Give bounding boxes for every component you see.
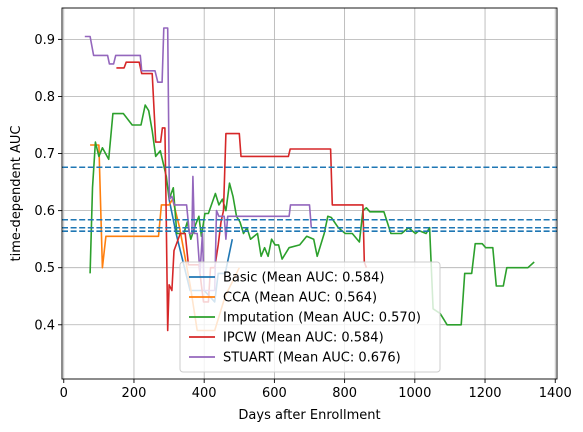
y-axis-label: time-dependent AUC bbox=[9, 125, 24, 261]
y-tick-label: 0.8 bbox=[34, 90, 55, 105]
y-axis-ticks: 0.4 0.5 0.6 0.7 0.8 0.9 bbox=[34, 33, 62, 333]
mean-auc-reference-lines bbox=[62, 166, 557, 232]
x-axis-ticks: 0 200 400 600 800 1000 1200 1400 bbox=[60, 379, 572, 401]
y-tick-label: 0.6 bbox=[34, 204, 55, 219]
x-tick-label: 200 bbox=[122, 386, 147, 401]
legend-entry: IPCW (Mean AUC: 0.584) bbox=[223, 331, 384, 346]
legend-box bbox=[179, 261, 441, 373]
y-tick-label: 0.4 bbox=[34, 318, 55, 333]
x-tick-label: 1400 bbox=[539, 386, 572, 401]
legend-entry: CCA (Mean AUC: 0.564) bbox=[223, 291, 377, 306]
x-tick-label: 800 bbox=[332, 386, 357, 401]
x-tick-label: 1000 bbox=[398, 386, 431, 401]
legend-entry: STUART (Mean AUC: 0.676) bbox=[223, 351, 401, 366]
y-tick-label: 0.9 bbox=[34, 33, 55, 48]
y-tick-label: 0.5 bbox=[34, 261, 55, 276]
legend-entry: Basic (Mean AUC: 0.584) bbox=[223, 271, 384, 286]
plot-frame bbox=[61, 7, 558, 380]
legend-entry: Imputation (Mean AUC: 0.570) bbox=[223, 311, 421, 326]
y-tick-label: 0.7 bbox=[34, 147, 55, 162]
legend: Basic (Mean AUC: 0.584) CCA (Mean AUC: 0.… bbox=[179, 261, 441, 373]
x-tick-label: 1200 bbox=[468, 386, 501, 401]
x-tick-label: 0 bbox=[60, 386, 68, 401]
x-tick-label: 400 bbox=[192, 386, 217, 401]
x-axis-label: Days after Enrollment bbox=[238, 408, 380, 423]
x-tick-label: 600 bbox=[262, 386, 287, 401]
